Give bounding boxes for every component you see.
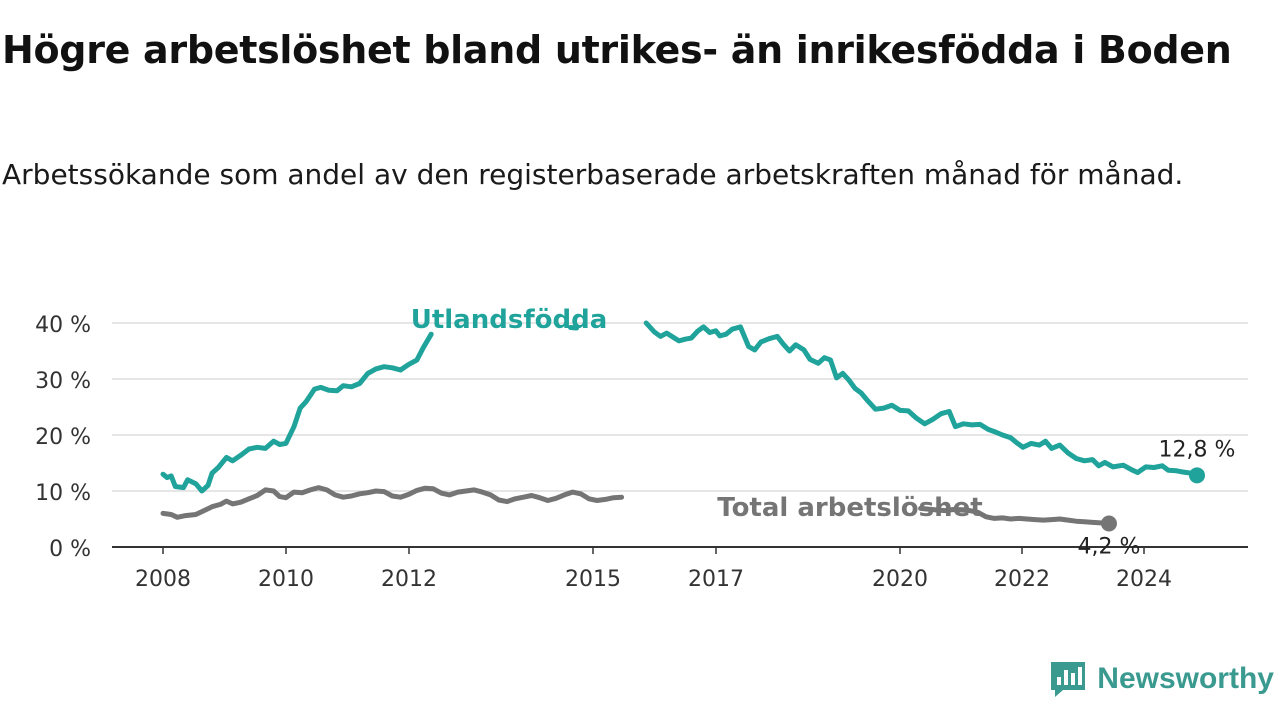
- brand-logo[interactable]: Newsworthy: [1049, 660, 1274, 698]
- series-label: Utlandsfödda: [411, 305, 608, 335]
- series-label: Total arbetslöshet: [717, 493, 982, 523]
- x-tick-label: 2012: [381, 567, 437, 592]
- series-end-point: [1189, 467, 1205, 484]
- series-line: [568, 325, 580, 331]
- y-tick-label: 10 %: [35, 481, 91, 506]
- x-tick-label: 2024: [1116, 567, 1172, 592]
- series-line: [160, 485, 625, 520]
- y-tick-label: 30 %: [35, 369, 91, 394]
- end-value-label: 12,8 %: [1159, 437, 1236, 462]
- x-tick-label: 2008: [135, 567, 191, 592]
- series-end-point: [1100, 515, 1117, 532]
- chart-title: Högre arbetslöshet bland utrikes- än inr…: [2, 28, 1232, 72]
- series-line: [918, 505, 1112, 526]
- series-line: [160, 331, 434, 494]
- brand-name: Newsworthy: [1097, 662, 1274, 695]
- x-tick-label: 2022: [994, 567, 1050, 592]
- y-tick-label: 0 %: [49, 537, 91, 562]
- newsworthy-chart-icon: [1051, 662, 1086, 697]
- chart-subtitle: Arbetssökande som andel av den registerb…: [2, 158, 1184, 191]
- y-tick-label: 40 %: [35, 313, 91, 338]
- end-value-label: 4,2 %: [1078, 534, 1141, 559]
- series-line: [643, 320, 1200, 478]
- x-tick-label: 2020: [872, 567, 928, 592]
- x-tick-label: 2010: [258, 567, 314, 592]
- y-tick-label: 20 %: [35, 425, 91, 450]
- x-tick-label: 2015: [565, 567, 621, 592]
- x-tick-label: 2017: [688, 567, 744, 592]
